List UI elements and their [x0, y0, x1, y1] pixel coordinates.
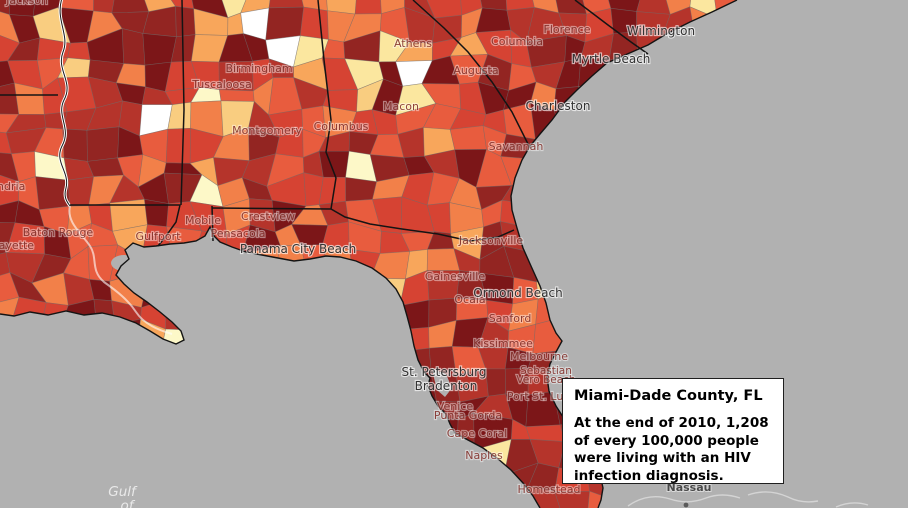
tooltip-title: Miami-Dade County, FL — [574, 388, 763, 404]
city-label: Vero Beach — [516, 374, 575, 386]
city-label: Bradenton — [415, 379, 478, 393]
state-border — [180, 0, 185, 206]
county-shape[interactable] — [218, 89, 255, 102]
city-label: Florence — [544, 23, 591, 36]
county-shape[interactable] — [87, 157, 125, 177]
city-label: Savannah — [489, 140, 544, 153]
city-label: Venice — [437, 400, 474, 413]
county-shape[interactable] — [354, 0, 382, 15]
county-shape[interactable] — [268, 0, 305, 9]
county-shape[interactable] — [165, 127, 191, 164]
city-label: Kissimmee — [473, 337, 533, 350]
county-shape[interactable] — [265, 6, 305, 41]
city-label: Sanford — [489, 312, 532, 325]
city-label: Port St. Lucie — [507, 390, 580, 403]
county-shape[interactable] — [144, 198, 169, 227]
city-label: Melbourne — [510, 350, 568, 363]
city-label: Athens — [394, 37, 432, 50]
tooltip-body-line: were living with an HIV — [574, 450, 751, 466]
city-label: Pensacola — [210, 227, 265, 240]
city-label: Crestview — [241, 210, 295, 223]
tooltip-body-line: of every 100,000 people — [574, 432, 759, 449]
county-shape[interactable] — [111, 0, 150, 14]
city-label: Panama City Beach — [240, 242, 356, 256]
county-shape[interactable] — [86, 126, 120, 162]
tampa-bay — [432, 368, 452, 397]
county-shape[interactable] — [554, 0, 588, 15]
state-border — [70, 204, 181, 247]
city-label: Montgomery — [232, 124, 302, 137]
county-shape[interactable] — [345, 177, 377, 202]
tooltip-body-line: infection diagnosis. — [574, 467, 724, 484]
county-shape[interactable] — [121, 28, 146, 66]
mississippi-river-lower — [68, 205, 173, 335]
county-shape[interactable] — [175, 5, 196, 38]
city-label: Charleston — [526, 99, 591, 113]
city-label: Columbus — [314, 120, 369, 133]
city-label: Jacksonville — [458, 234, 524, 247]
city-label: Gainesville — [425, 270, 485, 283]
city-label: Ocala — [454, 293, 485, 306]
city-label: Columbia — [491, 35, 543, 48]
city-label: Myrtle Beach — [572, 52, 651, 66]
city-label: Ormond Beach — [473, 286, 562, 300]
state-border — [412, 0, 531, 149]
state-border — [211, 207, 515, 242]
city-label: Punta Gorda — [434, 409, 502, 422]
county-shape[interactable] — [449, 125, 487, 150]
county-shape[interactable] — [299, 6, 329, 40]
city-label: Baton Rouge — [23, 226, 94, 239]
city-label: Sebastian — [520, 365, 572, 377]
state-border — [317, 0, 337, 210]
city-label: Lafayette — [0, 239, 34, 252]
city-label: Alexandria — [0, 180, 25, 193]
mississippi-river-outline — [59, 0, 71, 207]
city-label: Macon — [383, 100, 419, 113]
gulf-of-mexico-label: of — [120, 498, 135, 508]
state-border — [211, 205, 214, 242]
city-label: Gulfport — [136, 230, 182, 243]
county-shape[interactable] — [525, 424, 566, 442]
tooltip-body-line: At the end of 2010, 1,208 — [574, 415, 769, 431]
city-label: Birmingham — [225, 62, 292, 75]
city-label: Naples — [465, 449, 503, 462]
city-label: Homestead — [517, 483, 580, 496]
coastline-gulf — [0, 225, 541, 508]
city-label: Jackson — [5, 0, 48, 7]
city-label: Wilmington — [627, 24, 695, 38]
city-label: Mobile — [185, 214, 221, 227]
county-shape[interactable] — [475, 7, 512, 33]
city-label: Augusta — [453, 64, 498, 77]
gulf-of-mexico-label: Gulf — [108, 484, 138, 500]
county-shape[interactable] — [67, 41, 91, 61]
map-tooltip: Miami-Dade County, FL At the end of 2010… — [562, 378, 784, 484]
city-label: Cape Coral — [447, 427, 507, 440]
city-label: St. Petersburg — [402, 365, 487, 379]
county-shape[interactable] — [554, 490, 590, 508]
county-shape[interactable] — [485, 368, 506, 397]
nassau-marker — [683, 502, 689, 508]
bahamas-outline — [747, 491, 819, 503]
city-label: Tuscaloosa — [191, 78, 252, 91]
tooltip-body: At the end of 2010, 1,208 of every 100,00… — [574, 415, 772, 485]
bahamas-outline — [835, 502, 869, 508]
bahamas-outline — [627, 494, 741, 507]
